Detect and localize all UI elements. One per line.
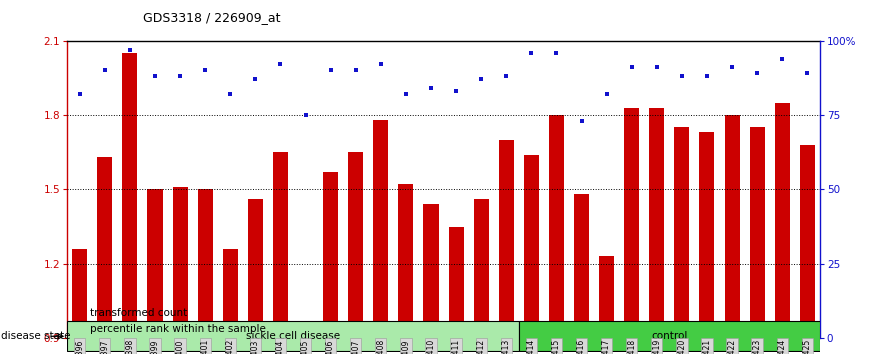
FancyBboxPatch shape bbox=[519, 321, 820, 350]
Point bbox=[323, 68, 338, 73]
Text: GSM290414: GSM290414 bbox=[527, 339, 536, 354]
Text: GSM290409: GSM290409 bbox=[401, 339, 410, 354]
Point bbox=[474, 76, 488, 82]
Bar bbox=[650, 108, 664, 338]
Bar bbox=[98, 157, 112, 338]
Bar bbox=[123, 53, 137, 338]
Bar bbox=[700, 132, 714, 338]
Text: GSM290413: GSM290413 bbox=[502, 339, 511, 354]
Point bbox=[273, 62, 288, 67]
Text: GSM290405: GSM290405 bbox=[301, 339, 310, 354]
Text: GSM290407: GSM290407 bbox=[351, 339, 360, 354]
Point bbox=[775, 56, 789, 61]
Bar bbox=[524, 155, 538, 338]
Bar bbox=[198, 189, 212, 338]
Point bbox=[198, 68, 212, 73]
Point bbox=[349, 68, 363, 73]
Point bbox=[374, 62, 388, 67]
Point bbox=[524, 50, 538, 56]
Text: percentile rank within the sample: percentile rank within the sample bbox=[90, 324, 265, 334]
Point bbox=[750, 70, 764, 76]
Bar bbox=[248, 199, 263, 338]
Bar bbox=[173, 187, 187, 338]
Point bbox=[223, 91, 237, 97]
Point bbox=[675, 74, 689, 79]
Text: disease state: disease state bbox=[1, 331, 71, 341]
Text: GSM290403: GSM290403 bbox=[251, 339, 260, 354]
Bar bbox=[625, 108, 639, 338]
Bar bbox=[223, 249, 237, 338]
Point bbox=[800, 70, 814, 76]
Text: GSM290410: GSM290410 bbox=[426, 339, 435, 354]
Bar bbox=[599, 256, 614, 338]
Point bbox=[449, 88, 463, 94]
Text: GSM290423: GSM290423 bbox=[753, 339, 762, 354]
Point bbox=[424, 85, 438, 91]
Text: GSM290418: GSM290418 bbox=[627, 339, 636, 354]
Text: GSM290397: GSM290397 bbox=[100, 339, 109, 354]
Text: GSM290402: GSM290402 bbox=[226, 339, 235, 354]
Text: GSM290421: GSM290421 bbox=[702, 339, 711, 354]
Point bbox=[650, 65, 664, 70]
Point bbox=[700, 74, 714, 79]
Point bbox=[499, 74, 513, 79]
Text: GSM290411: GSM290411 bbox=[452, 339, 461, 354]
Text: GSM290417: GSM290417 bbox=[602, 339, 611, 354]
Text: GSM290401: GSM290401 bbox=[201, 339, 210, 354]
Text: GSM290424: GSM290424 bbox=[778, 339, 787, 354]
Point bbox=[625, 65, 639, 70]
Bar bbox=[73, 249, 87, 338]
Bar bbox=[549, 115, 564, 338]
Text: GSM290400: GSM290400 bbox=[176, 339, 185, 354]
Text: GSM290425: GSM290425 bbox=[803, 339, 812, 354]
Point bbox=[123, 47, 137, 52]
Bar bbox=[424, 204, 438, 338]
Bar bbox=[574, 194, 589, 338]
FancyBboxPatch shape bbox=[67, 321, 519, 350]
Point bbox=[173, 74, 187, 79]
Bar bbox=[775, 103, 789, 338]
Text: GSM290422: GSM290422 bbox=[728, 339, 737, 354]
Point bbox=[248, 76, 263, 82]
Text: GSM290415: GSM290415 bbox=[552, 339, 561, 354]
Bar bbox=[148, 189, 162, 338]
Text: GSM290416: GSM290416 bbox=[577, 339, 586, 354]
Bar bbox=[499, 140, 513, 338]
Text: sickle cell disease: sickle cell disease bbox=[246, 331, 340, 341]
Bar bbox=[399, 184, 413, 338]
Point bbox=[298, 112, 313, 118]
Text: GSM290406: GSM290406 bbox=[326, 339, 335, 354]
Point bbox=[549, 50, 564, 56]
Point bbox=[98, 68, 112, 73]
Text: GSM290412: GSM290412 bbox=[477, 339, 486, 354]
Bar bbox=[273, 152, 288, 338]
Bar bbox=[323, 172, 338, 338]
Text: GSM290399: GSM290399 bbox=[151, 339, 159, 354]
Point bbox=[73, 91, 87, 97]
Bar bbox=[675, 127, 689, 338]
Bar bbox=[474, 199, 488, 338]
Point bbox=[399, 91, 413, 97]
Point bbox=[599, 91, 614, 97]
Point bbox=[148, 74, 162, 79]
Text: GSM290404: GSM290404 bbox=[276, 339, 285, 354]
Text: GDS3318 / 226909_at: GDS3318 / 226909_at bbox=[143, 11, 280, 24]
Text: transformed count: transformed count bbox=[90, 308, 187, 318]
Bar bbox=[750, 127, 764, 338]
Text: control: control bbox=[651, 331, 687, 341]
Point bbox=[725, 65, 739, 70]
Bar bbox=[374, 120, 388, 338]
Bar bbox=[349, 152, 363, 338]
Bar bbox=[298, 321, 313, 338]
Point bbox=[574, 118, 589, 124]
Text: GSM290419: GSM290419 bbox=[652, 339, 661, 354]
Text: GSM290408: GSM290408 bbox=[376, 339, 385, 354]
Bar bbox=[725, 115, 739, 338]
Text: GSM290398: GSM290398 bbox=[125, 339, 134, 354]
Text: GSM290420: GSM290420 bbox=[677, 339, 686, 354]
Bar bbox=[449, 227, 463, 338]
Text: GSM290396: GSM290396 bbox=[75, 339, 84, 354]
Bar bbox=[800, 145, 814, 338]
